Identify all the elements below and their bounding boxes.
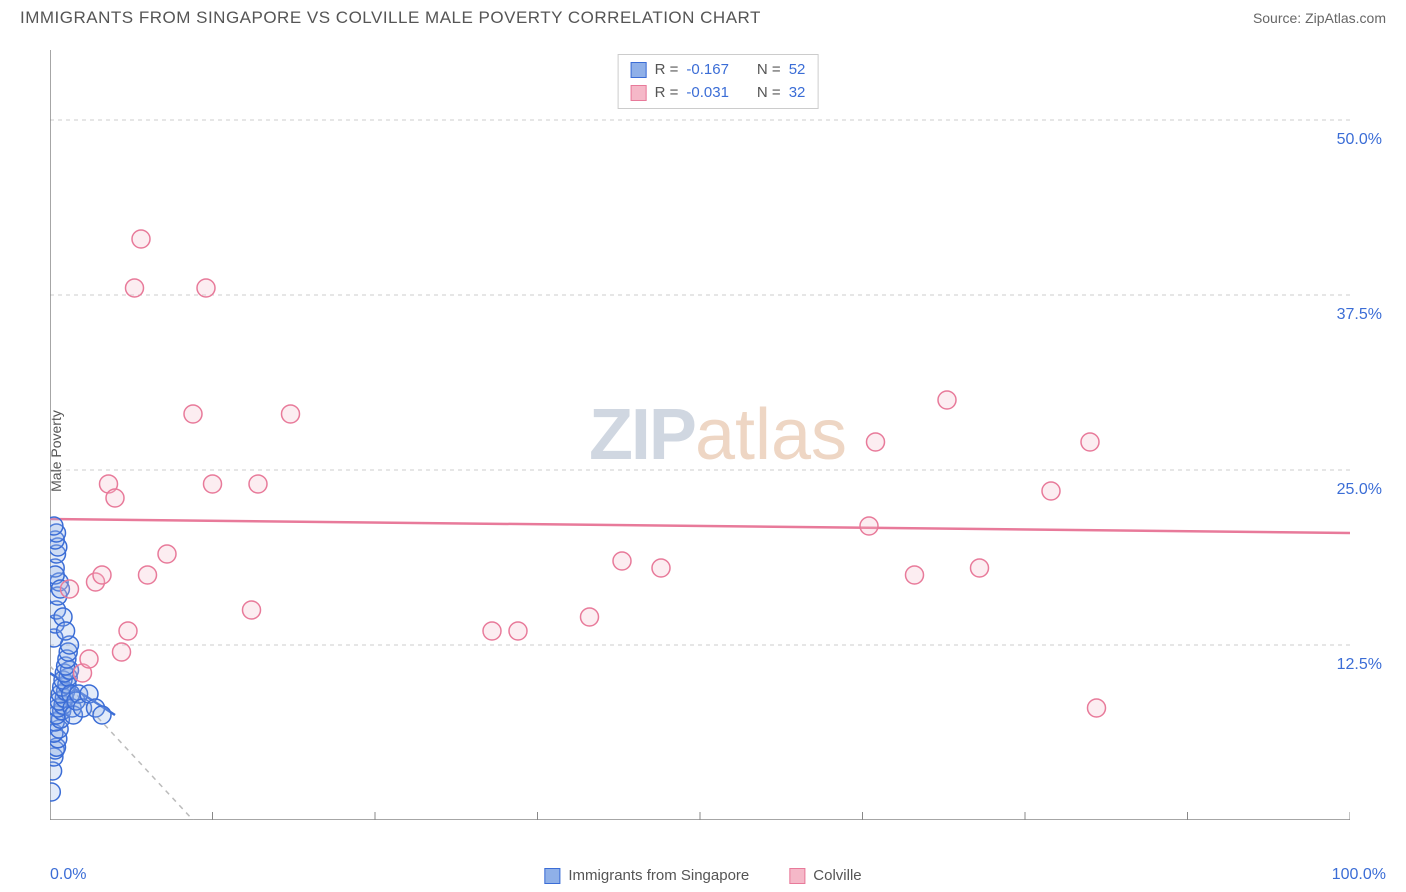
x-axis-max-label: 100.0% — [1332, 866, 1386, 884]
chart-title: IMMIGRANTS FROM SINGAPORE VS COLVILLE MA… — [20, 8, 761, 28]
n-label: N = — [757, 59, 781, 82]
chart-area: Male Poverty ZIPatlas R = -0.167 N = 52 … — [50, 50, 1386, 852]
legend-label-singapore: Immigrants from Singapore — [568, 867, 749, 884]
r-label: R = — [655, 82, 679, 105]
r-label: R = — [655, 59, 679, 82]
stats-row-singapore: R = -0.167 N = 52 — [631, 59, 806, 82]
y-tick-label: 50.0% — [1333, 131, 1386, 149]
legend-item-singapore: Immigrants from Singapore — [544, 867, 749, 884]
y-tick-label: 25.0% — [1333, 481, 1386, 499]
y-tick-label: 12.5% — [1333, 656, 1386, 674]
swatch-singapore — [631, 62, 647, 78]
r-value-singapore: -0.167 — [686, 59, 729, 82]
swatch-singapore — [544, 868, 560, 884]
stats-row-colville: R = -0.031 N = 32 — [631, 82, 806, 105]
legend-label-colville: Colville — [813, 867, 861, 884]
scatter-plot — [50, 50, 1350, 820]
y-tick-label: 37.5% — [1333, 306, 1386, 324]
stats-legend: R = -0.167 N = 52 R = -0.031 N = 32 — [618, 54, 819, 109]
x-axis-min-label: 0.0% — [50, 866, 86, 884]
n-value-colville: 32 — [789, 82, 806, 105]
r-value-colville: -0.031 — [686, 82, 729, 105]
source-attribution: Source: ZipAtlas.com — [1253, 10, 1386, 26]
legend-item-colville: Colville — [789, 867, 861, 884]
series-legend: Immigrants from Singapore Colville — [544, 867, 861, 884]
y-axis-label: Male Poverty — [48, 410, 64, 492]
n-value-singapore: 52 — [789, 59, 806, 82]
n-label: N = — [757, 82, 781, 105]
swatch-colville — [789, 868, 805, 884]
swatch-colville — [631, 85, 647, 101]
